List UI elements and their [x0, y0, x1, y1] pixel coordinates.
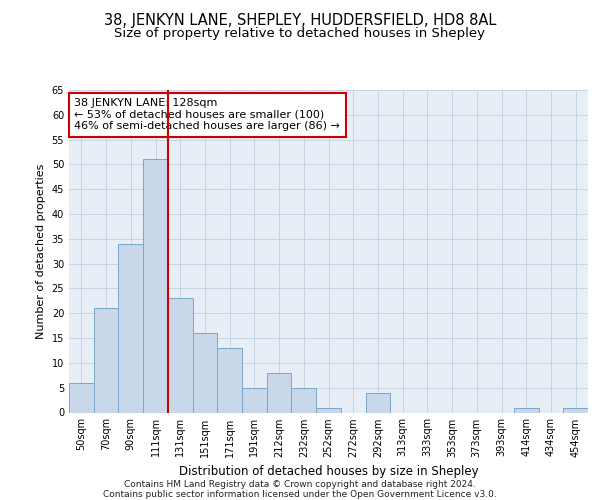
Bar — [514, 408, 539, 412]
X-axis label: Distribution of detached houses by size in Shepley: Distribution of detached houses by size … — [179, 465, 478, 478]
Text: Size of property relative to detached houses in Shepley: Size of property relative to detached ho… — [115, 28, 485, 40]
Bar — [193, 333, 217, 412]
Y-axis label: Number of detached properties: Number of detached properties — [36, 164, 46, 339]
Bar — [267, 373, 292, 412]
Bar — [365, 392, 390, 412]
Bar — [143, 160, 168, 412]
Bar — [316, 408, 341, 412]
Bar — [563, 408, 588, 412]
Bar — [292, 388, 316, 412]
Text: 38 JENKYN LANE: 128sqm
← 53% of detached houses are smaller (100)
46% of semi-de: 38 JENKYN LANE: 128sqm ← 53% of detached… — [74, 98, 340, 132]
Text: 38, JENKYN LANE, SHEPLEY, HUDDERSFIELD, HD8 8AL: 38, JENKYN LANE, SHEPLEY, HUDDERSFIELD, … — [104, 12, 496, 28]
Bar — [69, 382, 94, 412]
Text: Contains public sector information licensed under the Open Government Licence v3: Contains public sector information licen… — [103, 490, 497, 499]
Bar — [242, 388, 267, 412]
Bar — [94, 308, 118, 412]
Text: Contains HM Land Registry data © Crown copyright and database right 2024.: Contains HM Land Registry data © Crown c… — [124, 480, 476, 489]
Bar — [217, 348, 242, 412]
Bar — [168, 298, 193, 412]
Bar — [118, 244, 143, 412]
